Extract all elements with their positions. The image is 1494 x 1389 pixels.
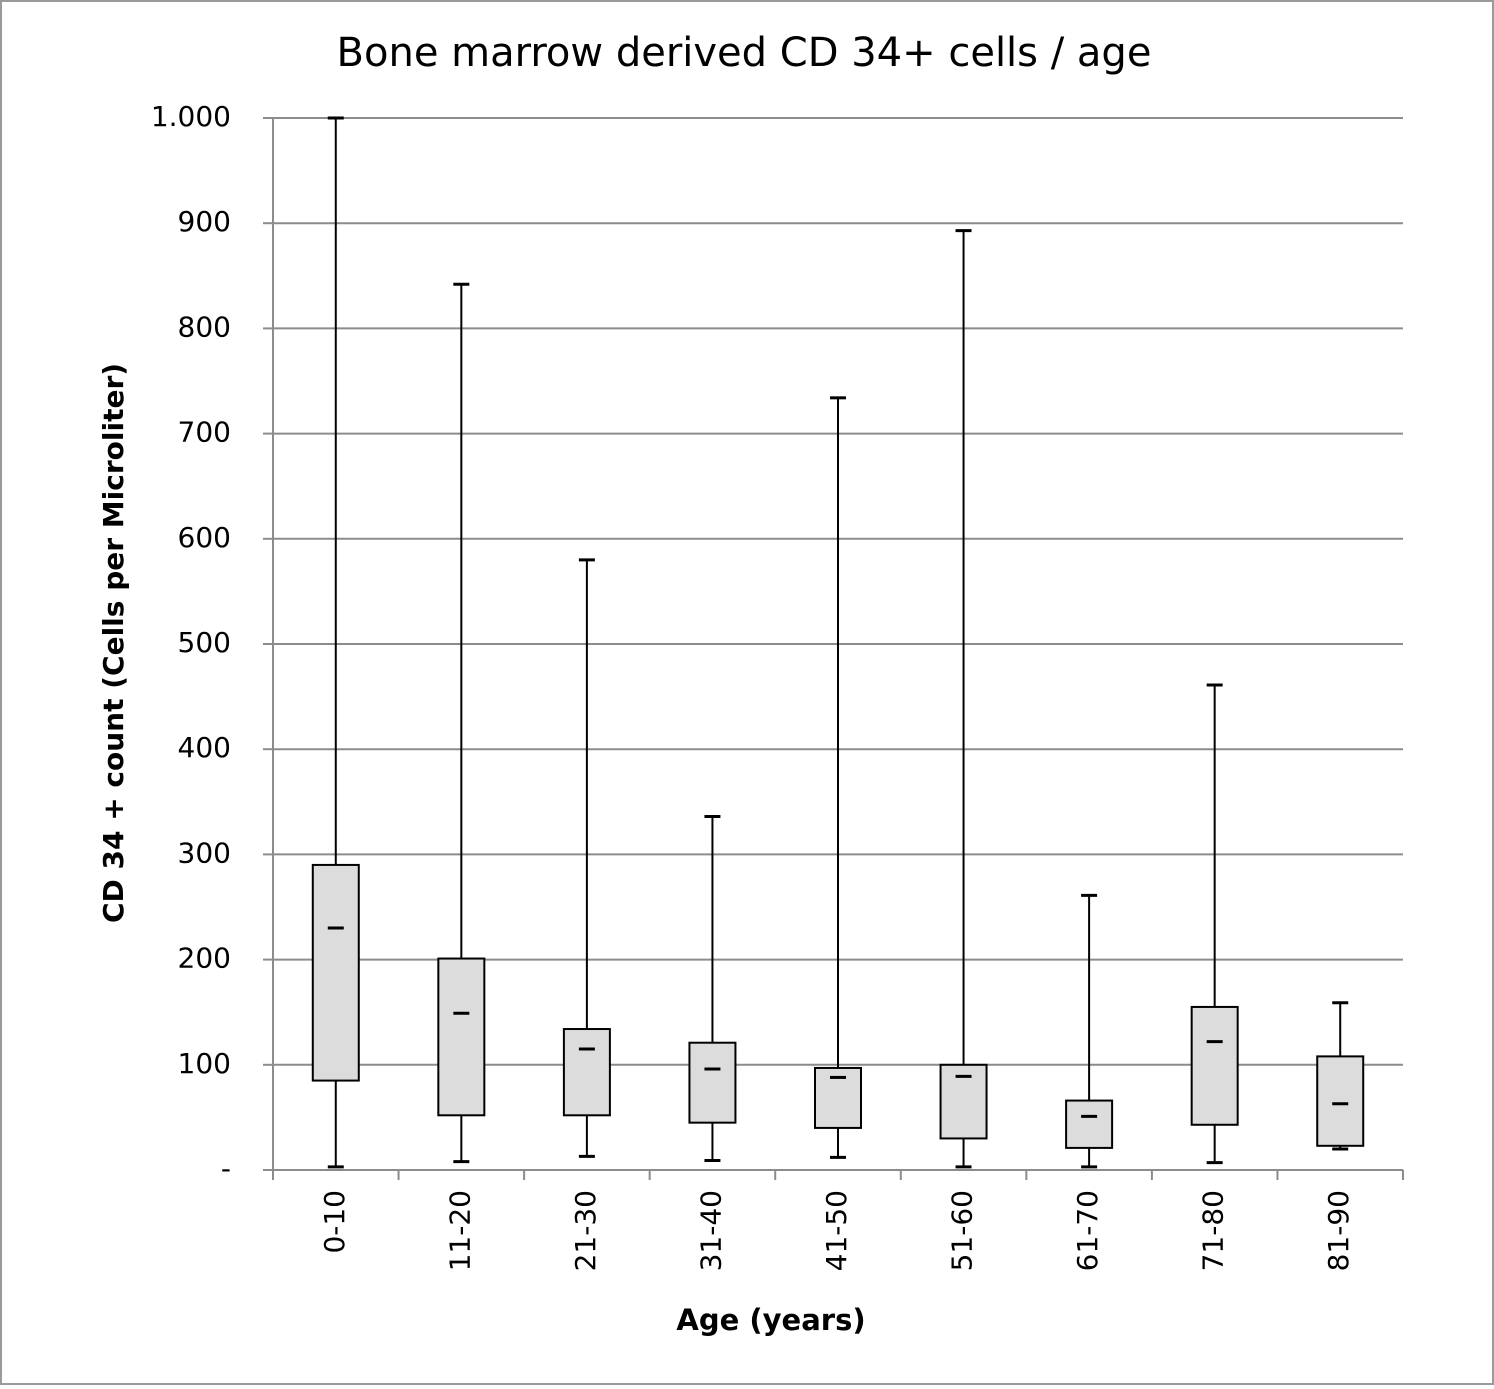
x-tick-label: 71-80 [1197, 1190, 1230, 1271]
box [1065, 1099, 1114, 1149]
y-tick-label: 100 [178, 1047, 231, 1080]
y-tick-label: 200 [178, 942, 231, 975]
y-tick-label: 900 [178, 205, 231, 238]
y-tick-label: 700 [178, 416, 231, 449]
y-axis-label: CD 34 + count (Cells per Microliter) [97, 363, 130, 923]
x-tick-label: 11-20 [443, 1190, 476, 1271]
y-tick-label: 400 [178, 731, 231, 764]
box [1316, 1055, 1365, 1147]
y-tick-label: 300 [178, 836, 231, 869]
chart-title: Bone marrow derived CD 34+ cells / age [337, 30, 1152, 76]
y-tick-label: 800 [178, 310, 231, 343]
box [688, 1041, 737, 1124]
x-tick-label: 51-60 [946, 1190, 979, 1271]
x-tick-label: 81-90 [1322, 1190, 1355, 1271]
y-tick-label: 500 [178, 626, 231, 659]
x-tick-label: 41-50 [820, 1190, 853, 1271]
x-tick-label: 31-40 [694, 1190, 727, 1271]
x-tick-label: 61-70 [1071, 1190, 1104, 1271]
x-tick-label: 21-30 [569, 1190, 602, 1271]
box [1190, 1005, 1239, 1126]
x-axis-label: Age (years) [676, 1303, 865, 1337]
y-tick-label: - [221, 1152, 231, 1185]
y-tick-label: 1.000 [151, 100, 231, 133]
y-tick-label: 600 [178, 521, 231, 554]
x-tick-label: 0-10 [318, 1190, 351, 1254]
box [562, 1028, 611, 1117]
box [311, 863, 360, 1082]
box [437, 957, 486, 1117]
